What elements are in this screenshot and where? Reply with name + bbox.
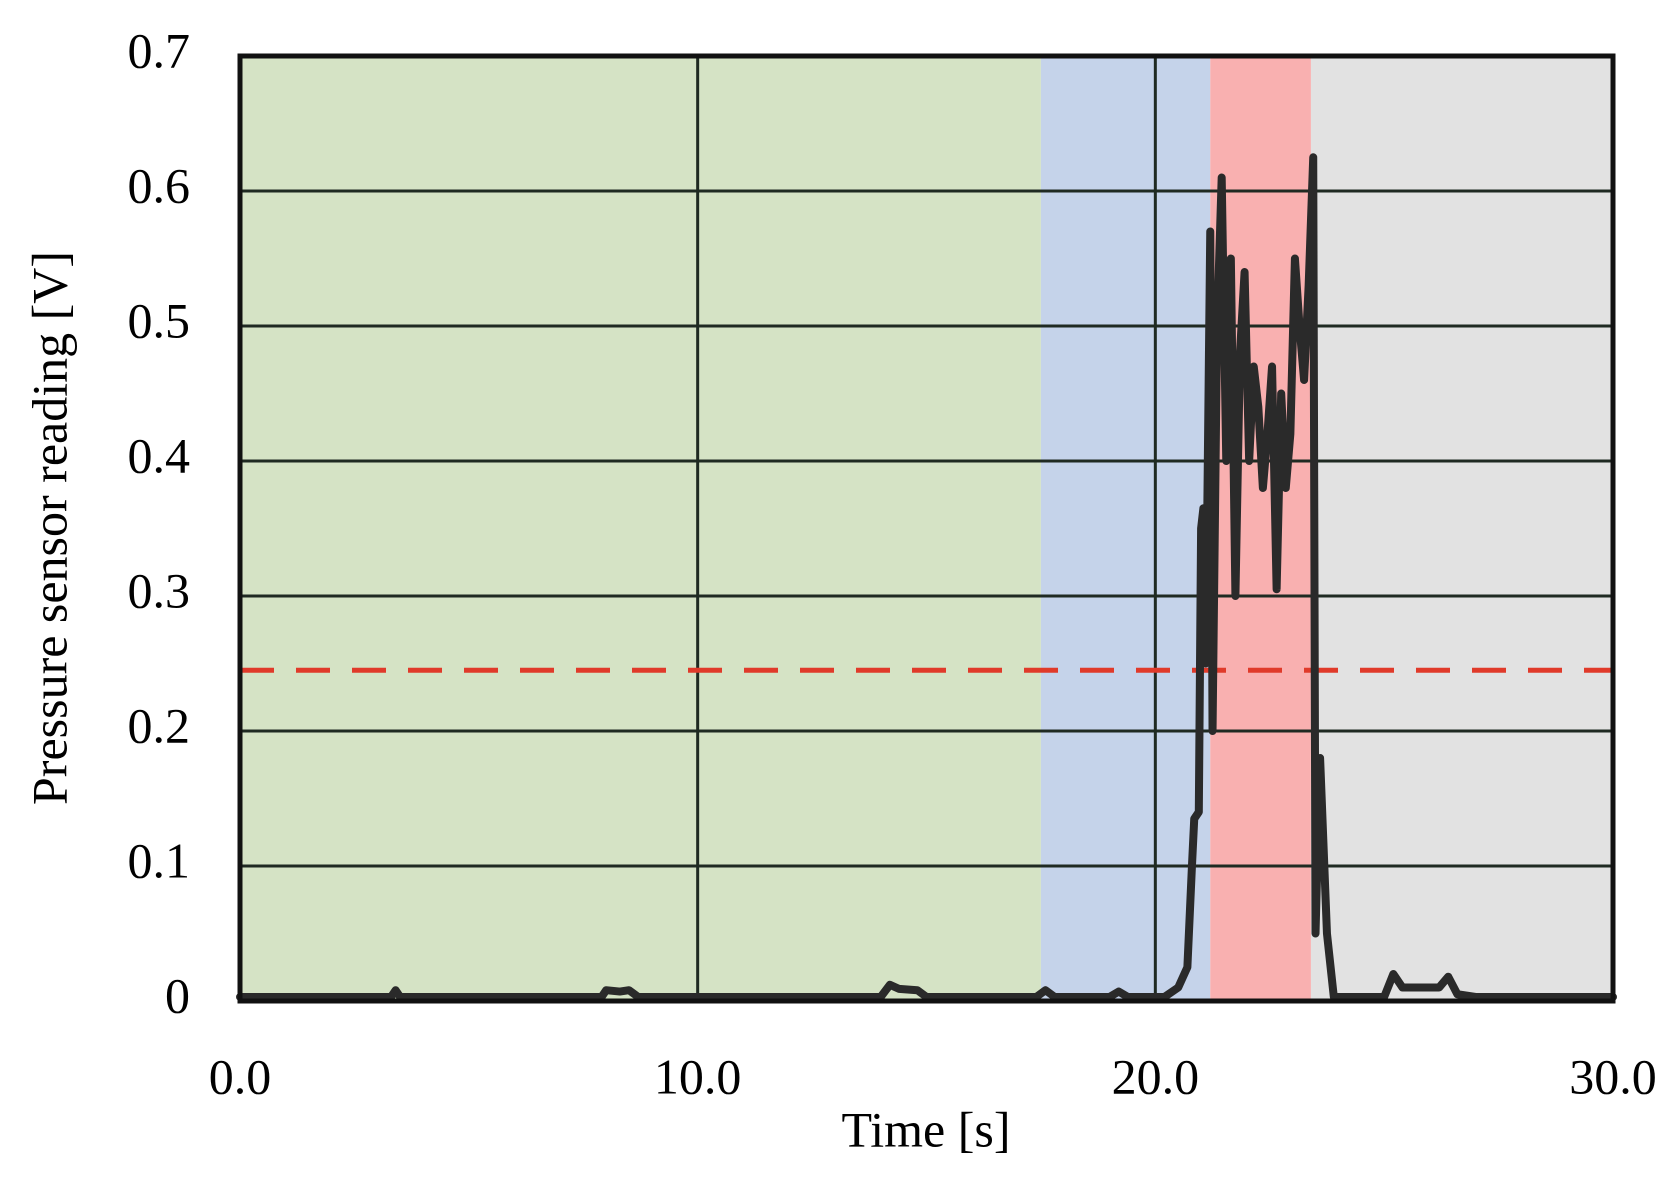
x-tick-label: 30.0 (1569, 1048, 1657, 1104)
x-axis-title: Time [s] (841, 1101, 1010, 1157)
y-axis-title: Pressure sensor reading [V] (21, 251, 77, 805)
x-tick-label: 20.0 (1112, 1048, 1200, 1104)
region-band (1210, 56, 1311, 1001)
x-tick-label: 0.0 (209, 1048, 272, 1104)
region-band (1310, 56, 1613, 1001)
y-tick-label: 0.6 (128, 157, 191, 213)
y-tick-label: 0.4 (128, 427, 191, 483)
y-tick-label: 0.1 (128, 832, 191, 888)
region-band (1040, 56, 1211, 1001)
y-tick-label: 0.3 (128, 562, 191, 618)
data-line (236, 153, 1617, 1001)
y-tick-label: 0 (165, 967, 190, 1023)
y-tick-label: 0.2 (128, 697, 191, 753)
region-band (240, 56, 1041, 1001)
plot-frame (237, 53, 1616, 1004)
x-tick-label: 10.0 (654, 1048, 742, 1104)
y-tick-label: 0.7 (128, 22, 191, 78)
y-tick-label: 0.5 (128, 292, 191, 348)
